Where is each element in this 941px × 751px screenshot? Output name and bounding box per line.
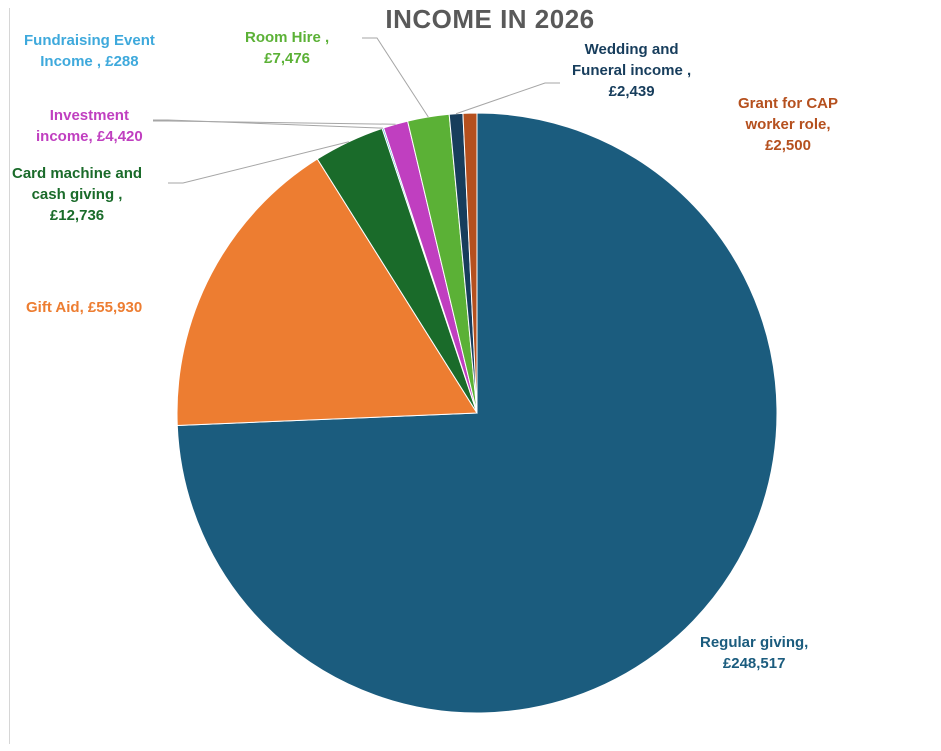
label-room-line-1: Room Hire , bbox=[245, 29, 330, 46]
leader-card-giving bbox=[168, 141, 349, 184]
label-wedding-line-2: Funeral income , bbox=[572, 62, 692, 79]
label-card-line-1: Card machine and bbox=[12, 165, 143, 182]
label-gift-line-1: Gift Aid, £55,930 bbox=[26, 299, 143, 316]
label-gift-aid: Gift Aid, £55,930 bbox=[26, 297, 142, 318]
pie-slice-gift-aid bbox=[176, 158, 478, 426]
leader-investment bbox=[153, 120, 396, 125]
pie-slice-grant-for-cap-worker-role bbox=[462, 112, 478, 414]
label-investment-line-1: Investment bbox=[49, 107, 129, 124]
label-wedding-line-1: Wedding and bbox=[584, 41, 679, 58]
label-investment-line-2: income, £4,420 bbox=[36, 128, 143, 145]
label-card-giving: Card machine and cash giving , £12,736 bbox=[12, 163, 142, 226]
label-grant-line-3: £2,500 bbox=[765, 137, 811, 154]
label-wedding-line-3: £2,439 bbox=[608, 83, 655, 100]
label-regular-line-2: £248,517 bbox=[722, 655, 786, 672]
leader-fundraising bbox=[153, 119, 383, 129]
label-investment: Investment income, £4,420 bbox=[36, 105, 143, 147]
label-fundraising: Fundraising Event Income , £288 bbox=[24, 30, 155, 72]
label-card-line-3: £12,736 bbox=[49, 207, 105, 224]
leader-wedding-funeral bbox=[455, 82, 560, 115]
left-border bbox=[9, 8, 10, 744]
label-wedding-funeral: Wedding and Funeral income , £2,439 bbox=[572, 39, 691, 102]
label-fundraising-line-1: Fundraising Event bbox=[24, 32, 155, 49]
label-cap-grant: Grant for CAP worker role, £2,500 bbox=[738, 93, 838, 156]
label-regular-line-1: Regular giving, bbox=[700, 634, 809, 651]
label-room-line-2: £7,476 bbox=[264, 50, 311, 67]
label-regular-giving: Regular giving, £248,517 bbox=[700, 632, 808, 674]
chart-title: INCOME IN 2026 bbox=[385, 4, 595, 34]
label-grant-line-1: Grant for CAP bbox=[738, 95, 839, 112]
label-card-line-2: cash giving , bbox=[31, 186, 123, 203]
leader-room-hire bbox=[362, 37, 429, 118]
label-room-hire: Room Hire , £7,476 bbox=[245, 27, 329, 69]
label-grant-line-2: worker role, bbox=[745, 116, 831, 133]
label-fundraising-line-2: Income , £288 bbox=[40, 53, 139, 70]
